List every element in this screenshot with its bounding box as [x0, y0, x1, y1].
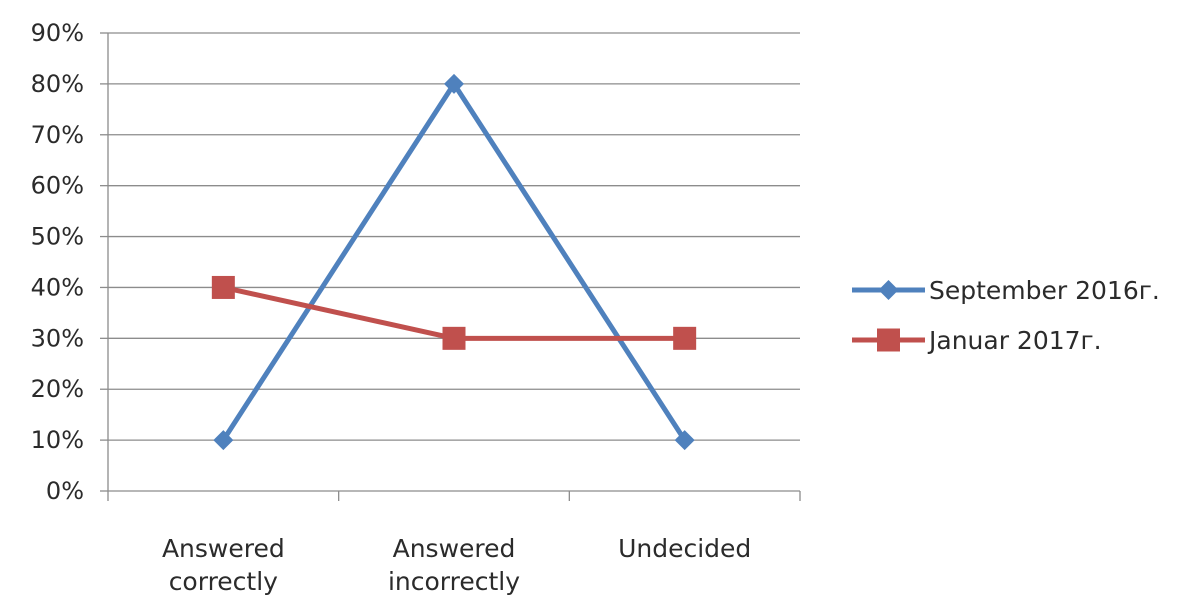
x-category-label: Undecided	[618, 534, 751, 563]
legend: September 2016г. Januar 2017г.	[852, 276, 1160, 355]
legend-marker	[878, 280, 899, 300]
data-point	[213, 430, 234, 451]
data-point	[673, 326, 697, 350]
y-tick-label: 70%	[31, 121, 84, 149]
axes	[100, 32, 801, 501]
x-category-label-line: Undecided	[618, 534, 751, 563]
series-lines	[211, 73, 697, 451]
series-line	[221, 81, 687, 442]
x-category-label: Answered correctly	[162, 534, 285, 596]
legend-item: Januar 2017г.	[852, 326, 1102, 355]
y-tick-label: 50%	[31, 223, 84, 251]
y-tick-label: 80%	[31, 70, 84, 98]
y-tick-label: 10%	[31, 426, 84, 454]
y-tick-label: 90%	[31, 19, 84, 47]
x-category-label-line: Answered	[162, 534, 285, 563]
y-tick-label: 40%	[31, 273, 84, 301]
y-tick-label: 0%	[46, 477, 84, 505]
series-1	[213, 73, 695, 451]
legend-label: September 2016г.	[929, 276, 1160, 305]
y-tick-label: 60%	[31, 172, 84, 200]
data-point	[442, 326, 466, 350]
x-category-label-line: incorrectly	[388, 567, 520, 596]
legend-item: September 2016г.	[852, 276, 1160, 305]
x-category-label-line: Answered	[393, 534, 516, 563]
x-category-label: Answered incorrectly	[388, 534, 520, 596]
series-2	[211, 275, 697, 350]
legend-label: Januar 2017г.	[927, 326, 1102, 355]
data-point	[674, 430, 695, 451]
gridlines	[108, 32, 800, 441]
y-axis-tick-labels: 0% 10% 20% 30% 40% 50% 60% 70% 80% 90%	[31, 19, 84, 505]
legend-marker	[877, 328, 900, 352]
x-category-label-line: correctly	[169, 567, 278, 596]
data-point	[211, 275, 235, 299]
data-point	[444, 73, 464, 94]
x-axis-category-labels: Answered correctly Answered incorrectly Unde…	[162, 534, 751, 596]
y-tick-label: 20%	[31, 375, 84, 403]
y-tick-label: 30%	[31, 324, 84, 352]
